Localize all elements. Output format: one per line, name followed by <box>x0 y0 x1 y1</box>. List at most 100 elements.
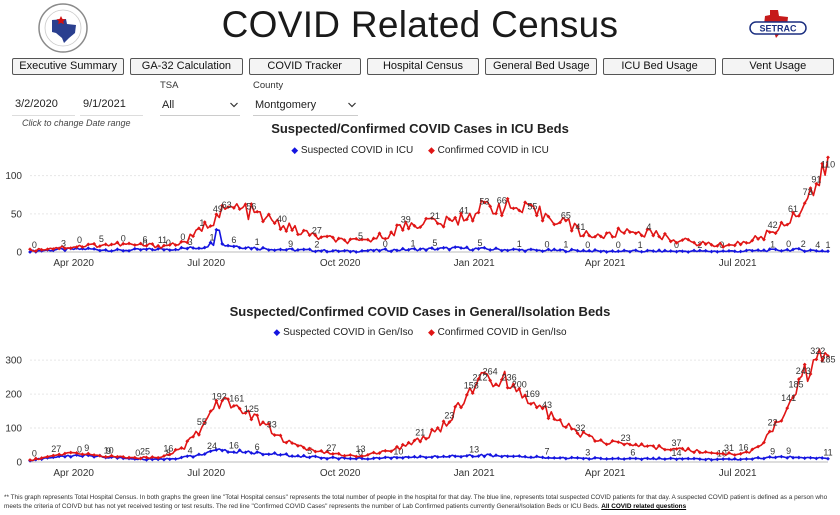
covid-questions-link[interactable]: All COVID related questions <box>601 503 687 510</box>
legend-item-confirmed-geniso[interactable]: ◆ Confirmed COVID in Gen/Iso <box>428 327 567 338</box>
data-point-confirmed <box>109 453 114 458</box>
start-date-input[interactable]: 3/2/2020 <box>12 93 75 116</box>
data-point-confirmed <box>330 451 335 456</box>
data-point-suspected <box>826 249 830 254</box>
data-point-suspected <box>237 448 242 453</box>
tab-hospital-census[interactable]: Hospital Census <box>366 58 480 75</box>
data-point-suspected <box>237 245 242 250</box>
data-point-confirmed <box>354 454 359 459</box>
tsa-selected-value: All <box>162 99 175 111</box>
data-label: 27 <box>326 443 336 453</box>
geniso-chart-legend: ◆ Suspected COVID in Gen/Iso ◆ Confirmed… <box>0 327 840 338</box>
data-point-suspected <box>639 457 644 462</box>
data-point-confirmed <box>319 235 324 240</box>
data-point-confirmed <box>628 230 632 234</box>
data-point-confirmed <box>336 236 341 241</box>
end-date-input[interactable]: 9/1/2021 <box>80 93 143 116</box>
tab-general-bed-usage[interactable]: General Bed Usage <box>485 58 598 75</box>
data-label: 0 <box>77 445 82 455</box>
data-label: 5 <box>99 234 104 244</box>
data-point-confirmed <box>342 453 347 458</box>
data-label: 0 <box>383 239 388 249</box>
data-point-suspected <box>732 249 737 254</box>
data-point-confirmed <box>220 203 225 208</box>
data-label: 1 <box>638 240 643 250</box>
data-point-suspected <box>435 455 440 459</box>
y-tick-label: 0 <box>16 458 22 469</box>
data-point-suspected <box>214 227 219 232</box>
data-point-suspected <box>598 456 603 461</box>
county-dropdown[interactable]: Montgomery <box>253 95 358 116</box>
tab-vent-usage[interactable]: Vent Usage <box>721 58 834 75</box>
data-label: 5 <box>358 231 363 241</box>
data-point-suspected <box>756 248 761 252</box>
data-point-suspected <box>290 454 295 458</box>
data-point-suspected <box>167 457 172 462</box>
data-point-suspected <box>109 249 114 253</box>
data-point-confirmed <box>587 233 592 238</box>
legend-item-confirmed-icu[interactable]: ◆ Confirmed COVID in ICU <box>428 145 549 156</box>
data-point-suspected <box>563 249 568 254</box>
data-point-suspected <box>243 246 248 251</box>
data-label: 11 <box>158 235 167 245</box>
data-point-suspected <box>482 454 487 459</box>
x-tick-label: Jul 2020 <box>187 468 225 479</box>
tab-ga32-calculation[interactable]: GA-32 Calculation <box>130 58 243 75</box>
data-label: 2 <box>801 239 806 249</box>
data-point-suspected <box>173 457 178 461</box>
tsa-dropdown[interactable]: All <box>160 95 240 116</box>
data-point-confirmed <box>697 450 702 455</box>
data-point-suspected <box>616 456 621 461</box>
data-label: 9 <box>770 447 775 457</box>
data-label: 39 <box>401 214 411 224</box>
data-point-confirmed <box>307 233 312 238</box>
data-label: 6 <box>231 235 236 245</box>
data-point-suspected <box>127 248 131 253</box>
data-point-confirmed <box>663 231 667 236</box>
icu-chart-title: Suspected/Confirmed COVID Cases in ICU B… <box>271 121 569 136</box>
data-label: 56 <box>246 201 256 211</box>
legend-item-suspected-icu[interactable]: ◆ Suspected COVID in ICU <box>291 145 413 156</box>
data-point-confirmed <box>348 453 353 457</box>
y-tick-label: 100 <box>5 424 22 435</box>
y-tick-label: 300 <box>5 356 22 367</box>
data-label: 16 <box>739 442 749 452</box>
data-label: 9 <box>288 239 293 249</box>
data-point-confirmed <box>569 228 574 233</box>
data-point-suspected <box>762 248 766 253</box>
data-label: 11 <box>823 447 832 457</box>
data-point-confirmed <box>278 227 283 232</box>
data-point-confirmed <box>441 224 446 229</box>
data-point-suspected <box>307 247 312 252</box>
data-point-confirmed <box>453 215 458 220</box>
data-label: 5 <box>307 446 312 456</box>
data-point-confirmed <box>156 243 161 248</box>
data-point-suspected <box>633 248 638 253</box>
tab-executive-summary[interactable]: Executive Summary <box>12 58 125 75</box>
data-point-suspected <box>802 456 807 461</box>
data-point-confirmed <box>674 240 679 245</box>
data-point-confirmed <box>121 241 126 246</box>
series-line-confirmed <box>29 157 829 252</box>
data-point-confirmed <box>534 405 539 410</box>
data-point-confirmed <box>132 243 137 247</box>
data-point-confirmed <box>284 440 289 445</box>
data-point-suspected <box>680 249 685 254</box>
y-tick-label: 50 <box>11 209 23 220</box>
tab-icu-bed-usage[interactable]: ICU Bed Usage <box>603 58 716 75</box>
data-point-suspected <box>453 245 458 250</box>
data-point-suspected <box>435 247 440 251</box>
legend-item-suspected-geniso[interactable]: ◆ Suspected COVID in Gen/Iso <box>273 327 413 338</box>
data-point-suspected <box>103 248 108 252</box>
data-point-suspected <box>499 454 504 459</box>
data-point-suspected <box>604 456 609 461</box>
data-label: 0 <box>32 240 37 250</box>
tab-covid-tracker[interactable]: COVID Tracker <box>248 58 361 75</box>
data-point-confirmed <box>651 233 656 238</box>
data-point-confirmed <box>779 419 784 423</box>
data-point-confirmed <box>703 242 708 247</box>
data-label: 161 <box>229 394 244 404</box>
data-point-confirmed <box>476 210 481 215</box>
data-point-suspected <box>284 452 289 456</box>
data-point-confirmed <box>430 216 434 221</box>
